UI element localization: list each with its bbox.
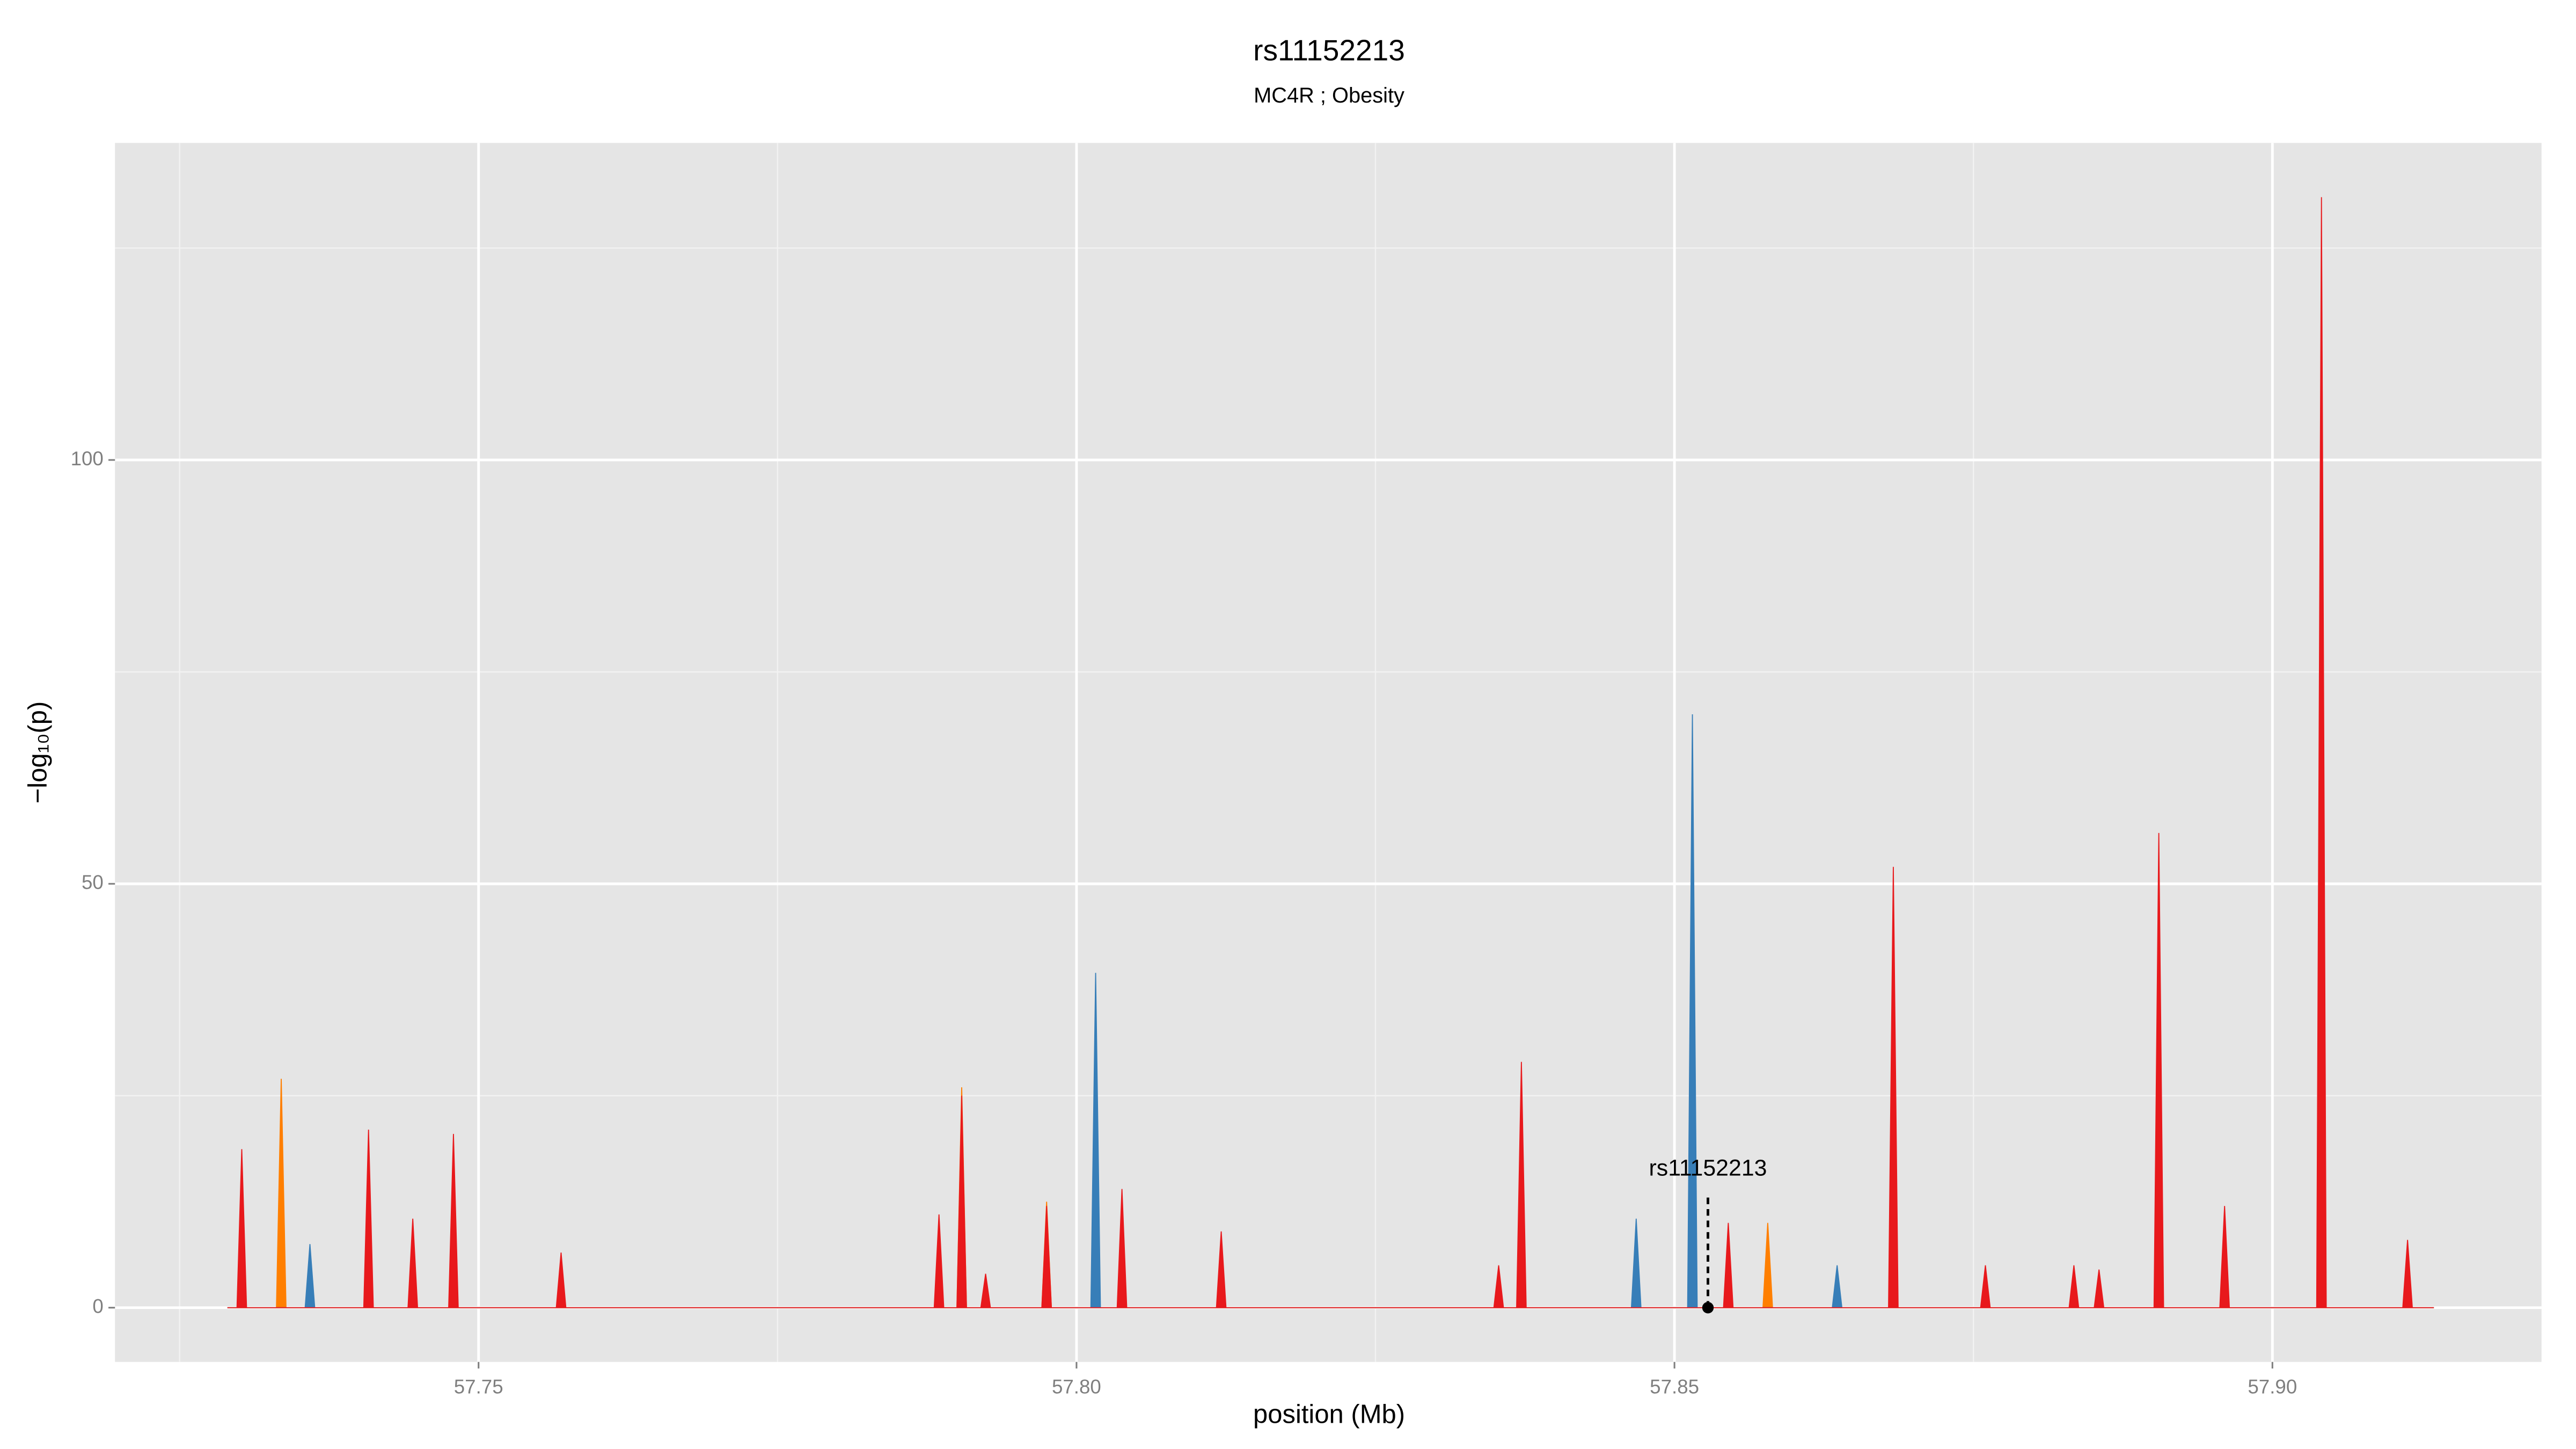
y-tick-label: 0	[92, 1295, 103, 1317]
x-axis-title: position (Mb)	[1253, 1400, 1405, 1429]
area	[227, 714, 2434, 1308]
chart-subtitle: MC4R ; Obesity	[1254, 84, 1404, 107]
y-tick-label: 100	[71, 448, 104, 470]
x-tick-label: 57.75	[454, 1375, 503, 1397]
annotation-label: rs11152213	[1649, 1155, 1767, 1181]
y-axis-title: −log₁₀(p)	[23, 701, 52, 804]
y-tick-label: 50	[82, 872, 104, 894]
chart-title: rs11152213	[1253, 34, 1405, 67]
x-tick-label: 57.90	[2248, 1375, 2297, 1397]
x-tick-label: 57.85	[1650, 1375, 1699, 1397]
area	[227, 197, 2434, 1308]
x-tick-label: 57.80	[1052, 1375, 1101, 1397]
plot-panel	[115, 143, 2542, 1362]
annotation-point	[1702, 1301, 1714, 1314]
